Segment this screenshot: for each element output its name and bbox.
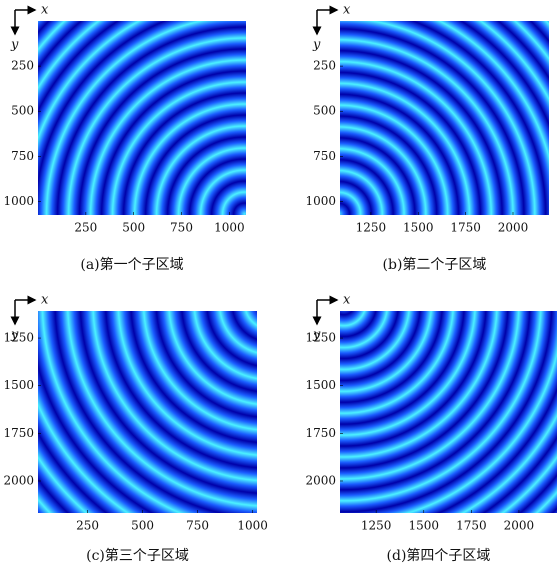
x-tick-label: 750: [186, 519, 209, 533]
x-tick-label: 250: [76, 519, 99, 533]
x-tick-label: 1500: [408, 519, 439, 533]
caption: (d)第四个子区域: [387, 547, 491, 564]
y-axis-label: y: [312, 328, 321, 343]
y-tick-label: 1750: [3, 426, 34, 440]
caption: (a)第一个子区域: [80, 256, 183, 273]
x-tick-label: 1500: [403, 221, 434, 235]
y-tick-label: 500: [313, 104, 336, 118]
x-tick-label: 500: [122, 221, 145, 235]
fringe-image: [340, 311, 557, 513]
x-tick-label: 1750: [450, 221, 481, 235]
y-tick-label: 1250: [305, 331, 336, 345]
x-tick-label: 2000: [504, 519, 535, 533]
x-axis-label: x: [41, 3, 49, 18]
y-tick-label: 1000: [305, 194, 336, 208]
y-tick-label: 750: [11, 149, 34, 163]
y-tick-label: 750: [313, 149, 336, 163]
x-tick-label: 1250: [356, 221, 387, 235]
y-axis-label: y: [10, 38, 19, 53]
y-tick-label: 1500: [3, 378, 34, 392]
x-tick-label: 1250: [361, 519, 392, 533]
figure: 250 500 750 1000 250 500 750 1000 x y (a)第一个子区域 125…: [0, 0, 557, 570]
y-tick-label: 2000: [3, 473, 34, 487]
x-tick-label: 750: [170, 221, 193, 235]
y-tick-label: 1750: [305, 426, 336, 440]
fringe-image: [38, 311, 257, 513]
y-tick-label: 250: [313, 59, 336, 73]
y-tick-label: 1500: [305, 378, 336, 392]
x-tick-label: 1000: [214, 221, 245, 235]
y-tick-label: 2000: [305, 473, 336, 487]
x-axis-label: x: [343, 3, 351, 18]
y-axis-label: y: [312, 38, 321, 53]
x-axis-label: x: [343, 293, 351, 308]
x-tick-label: 250: [74, 221, 97, 235]
fringe-image: [38, 21, 246, 215]
x-axis-label: x: [41, 293, 49, 308]
fringe-image: [340, 21, 549, 215]
x-tick-label: 1750: [456, 519, 487, 533]
caption: (c)第三个子区域: [86, 547, 189, 564]
x-tick-label: 2000: [498, 221, 529, 235]
y-axis-label: y: [10, 328, 19, 343]
x-tick-label: 1000: [237, 519, 268, 533]
y-tick-label: 250: [11, 59, 34, 73]
caption: (b)第二个子区域: [383, 256, 487, 273]
y-tick-label: 1000: [3, 194, 34, 208]
x-tick-label: 500: [131, 519, 154, 533]
y-tick-label: 500: [11, 104, 34, 118]
y-tick-label: 1250: [3, 331, 34, 345]
